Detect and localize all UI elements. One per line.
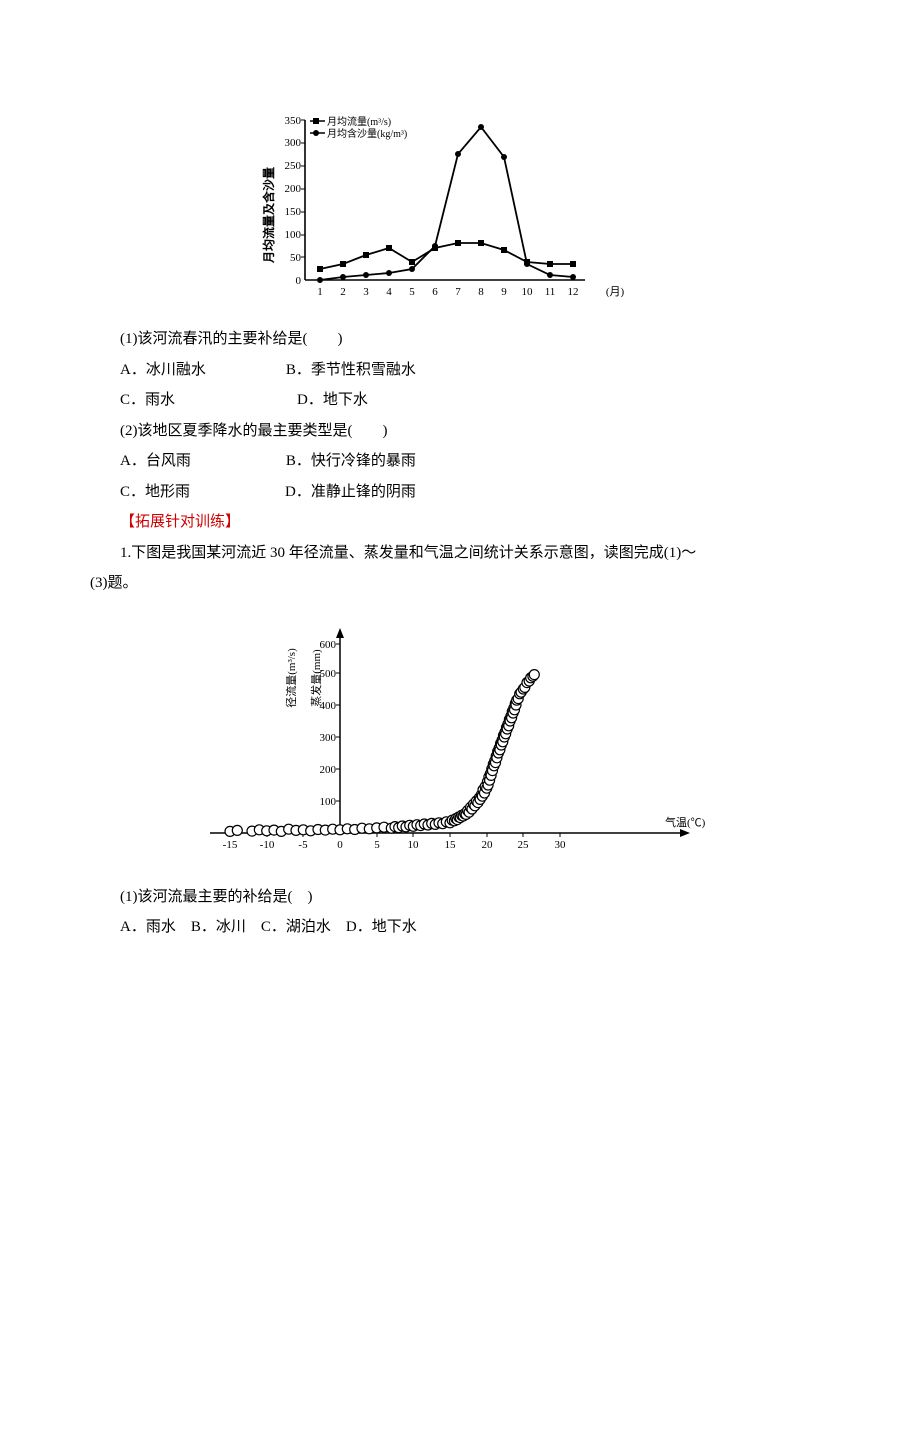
svg-text:4: 4 <box>386 286 392 298</box>
q2-opts-row1: A．台风雨 B．快行冷锋的暴雨 <box>90 447 800 476</box>
svg-text:-10: -10 <box>260 839 275 851</box>
svg-text:3: 3 <box>363 286 369 298</box>
svg-text:100: 100 <box>320 796 337 808</box>
svg-text:30: 30 <box>555 839 567 851</box>
q3-text: (1)该河流最主要的补给是( ) <box>90 883 800 912</box>
svg-text:8: 8 <box>478 286 484 298</box>
svg-text:20: 20 <box>482 839 494 851</box>
svg-text:600: 600 <box>320 639 337 651</box>
svg-text:0: 0 <box>296 275 302 287</box>
svg-text:(月): (月) <box>606 286 625 298</box>
svg-text:0: 0 <box>337 839 343 851</box>
svg-text:300: 300 <box>320 732 337 744</box>
q2-D: D．准静止锋的阴雨 <box>285 484 416 500</box>
q2-A: A．台风雨 <box>120 453 191 469</box>
intro1: 1.下图是我国某河流近 30 年径流量、蒸发量和气温之间统计关系示意图，读图完成… <box>90 539 800 568</box>
svg-text:100: 100 <box>285 229 302 241</box>
svg-text:9: 9 <box>501 286 507 298</box>
svg-text:12: 12 <box>568 286 579 298</box>
chart2-svg: 径流量(m³/s) 蒸发量(mm) 100 200 300 400 500 60… <box>165 618 725 868</box>
q2-opts-row2: C．地形雨 D．准静止锋的阴雨 <box>90 478 800 507</box>
svg-text:2: 2 <box>340 286 346 298</box>
svg-text:5: 5 <box>409 286 415 298</box>
section-head: 【拓展针对训练】 <box>90 508 800 537</box>
q1-opts-row1: A．冰川融水 B．季节性积雪融水 <box>90 356 800 385</box>
svg-text:150: 150 <box>285 206 302 218</box>
svg-text:500: 500 <box>320 668 337 680</box>
svg-text:200: 200 <box>320 764 337 776</box>
svg-text:25: 25 <box>518 839 530 851</box>
q3-B: B．冰川 <box>191 919 246 935</box>
q1-C: C．雨水 <box>120 392 175 408</box>
svg-text:气温(℃): 气温(℃) <box>665 815 706 829</box>
chart1-wrap: 月均流量及含沙量 0 50 100 150 200 250 300 <box>90 100 800 310</box>
svg-text:7: 7 <box>455 286 461 298</box>
svg-text:10: 10 <box>408 839 420 851</box>
svg-text:月均流量及含沙量: 月均流量及含沙量 <box>261 167 276 264</box>
svg-text:-5: -5 <box>298 839 308 851</box>
svg-text:50: 50 <box>290 252 302 264</box>
svg-text:1: 1 <box>317 286 323 298</box>
q3-D: D．地下水 <box>346 919 417 935</box>
svg-text:15: 15 <box>445 839 457 851</box>
svg-text:径流量(m³/s): 径流量(m³/s) <box>284 647 298 707</box>
svg-text:200: 200 <box>285 183 302 195</box>
svg-text:月均含沙量(kg/m³): 月均含沙量(kg/m³) <box>327 127 407 140</box>
page-content: 月均流量及含沙量 0 50 100 150 200 250 300 <box>0 0 920 1444</box>
chart1-svg: 月均流量及含沙量 0 50 100 150 200 250 300 <box>245 100 645 310</box>
svg-text:-15: -15 <box>223 839 238 851</box>
q2-C: C．地形雨 <box>120 484 190 500</box>
svg-text:250: 250 <box>285 160 302 172</box>
q1-B: B．季节性积雪融水 <box>286 362 416 378</box>
q3-C: C．湖泊水 <box>261 919 331 935</box>
svg-text:400: 400 <box>320 700 337 712</box>
q1-text: (1)该河流春汛的主要补给是( ) <box>90 325 800 354</box>
intro2: (3)题。 <box>90 569 800 598</box>
svg-text:月均流量(m³/s): 月均流量(m³/s) <box>327 115 391 128</box>
q2-B: B．快行冷锋的暴雨 <box>286 453 416 469</box>
q3-opts: A．雨水 B．冰川 C．湖泊水 D．地下水 <box>90 913 800 942</box>
q1-D: D．地下水 <box>297 392 368 408</box>
chart2-wrap: 径流量(m³/s) 蒸发量(mm) 100 200 300 400 500 60… <box>90 618 800 868</box>
svg-text:5: 5 <box>374 839 380 851</box>
svg-text:300: 300 <box>285 137 302 149</box>
q1-A: A．冰川融水 <box>120 362 206 378</box>
q1-opts-row2: C．雨水 D．地下水 <box>90 386 800 415</box>
svg-text:11: 11 <box>545 286 556 298</box>
svg-text:10: 10 <box>522 286 534 298</box>
svg-text:6: 6 <box>432 286 438 298</box>
q2-text: (2)该地区夏季降水的最主要类型是( ) <box>90 417 800 446</box>
q3-A: A．雨水 <box>120 919 176 935</box>
svg-text:350: 350 <box>285 115 302 127</box>
